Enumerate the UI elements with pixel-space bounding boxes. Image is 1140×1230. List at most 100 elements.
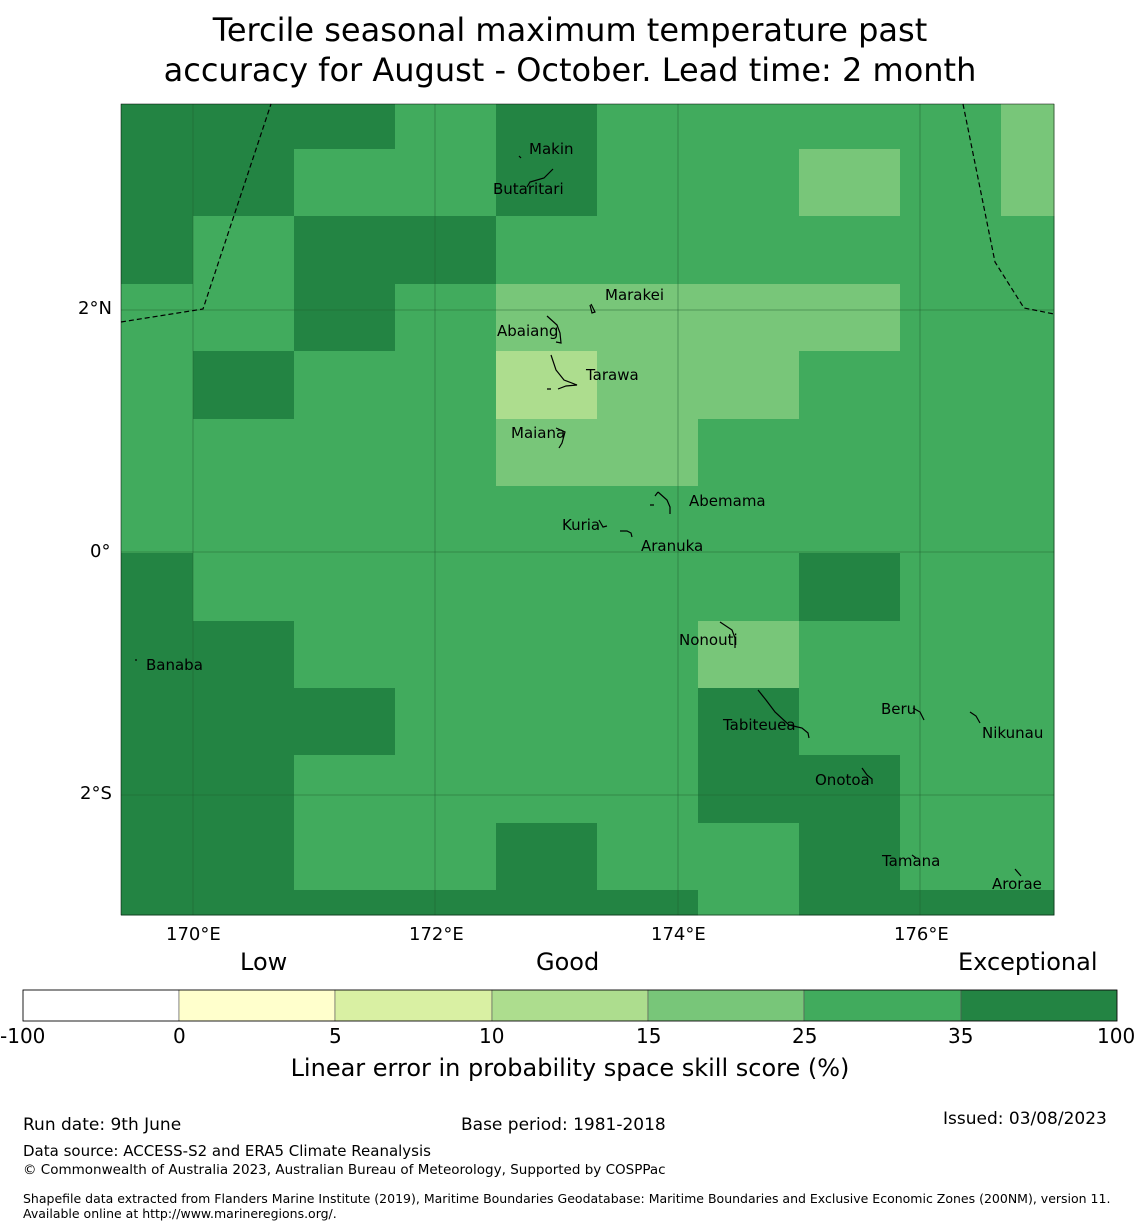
skill-cell: [294, 284, 396, 352]
skill-cell: [496, 890, 598, 916]
skill-cell: [294, 755, 396, 824]
skill-cell: [900, 688, 1002, 756]
skill-cell: [1001, 284, 1055, 352]
skill-cell: [395, 755, 497, 824]
skill-cell: [900, 755, 1002, 824]
skill-cell: [597, 216, 699, 285]
skill-cell: [698, 216, 800, 285]
skill-cell: [597, 351, 699, 420]
skill-cell: [121, 553, 194, 622]
island-outline: [620, 530, 633, 538]
skill-cell: [193, 621, 295, 689]
title-line-1: Tercile seasonal maximum temperature pas…: [212, 11, 928, 49]
skill-cell: [698, 688, 800, 756]
skill-cell: [799, 351, 901, 420]
skill-cell: [1001, 890, 1055, 916]
skill-cell: [900, 284, 1002, 352]
skill-cell: [193, 104, 295, 150]
legend-tick: 0: [173, 1024, 186, 1048]
lon-tick-174: 174°E: [651, 924, 706, 945]
title-line-2: accuracy for August - October. Lead time…: [163, 51, 977, 89]
island-outline: [555, 427, 566, 449]
skill-cell: [121, 284, 194, 352]
skill-cell: [799, 890, 901, 916]
skill-cell: [193, 688, 295, 756]
skill-cell: [121, 351, 194, 420]
legend-label: Linear error in probability space skill …: [290, 1054, 850, 1082]
skill-cell: [193, 755, 295, 824]
skill-cell: [121, 688, 194, 756]
skill-cell: [193, 284, 295, 352]
legend-tick: 5: [329, 1024, 342, 1048]
skill-cell: [698, 419, 800, 487]
skill-cell: [294, 890, 396, 916]
place-label: Maiana: [511, 424, 566, 442]
skill-cell: [597, 688, 699, 756]
legend-grade-exceptional: Exceptional: [958, 948, 1098, 976]
skill-cell: [193, 149, 295, 217]
skill-cell: [597, 621, 699, 689]
skill-cell: [900, 104, 1002, 150]
skill-cell: [294, 486, 396, 554]
island-outline: [547, 354, 578, 390]
eez-boundary-line: [962, 103, 1055, 315]
place-label: Tamana: [882, 852, 941, 870]
skill-cell: [1001, 486, 1055, 554]
skill-cell: [294, 419, 396, 487]
skill-cell: [395, 149, 497, 217]
skill-cell: [799, 486, 901, 554]
colorbar-swatch: [334, 989, 493, 1022]
place-label: Beru: [881, 700, 917, 718]
colorbar-swatch: [178, 989, 336, 1022]
skill-cell: [496, 688, 598, 756]
island-outline: [598, 519, 608, 528]
eez-boundary: [120, 103, 1055, 323]
skill-cell: [799, 621, 901, 689]
skill-cell: [395, 621, 497, 689]
skill-cell: [900, 553, 1002, 622]
skill-cell: [698, 755, 800, 824]
skill-cell: [1001, 216, 1055, 285]
skill-cell: [698, 104, 800, 150]
island-outline: [969, 711, 981, 724]
skill-cell: [597, 419, 699, 487]
skill-cell: [597, 755, 699, 824]
legend-grade-good: Good: [536, 948, 600, 976]
skill-cell: [395, 823, 497, 891]
data-source: Data source: ACCESS-S2 and ERA5 Climate …: [23, 1142, 431, 1160]
place-label: Abemama: [689, 492, 766, 510]
skill-grid: [121, 104, 1055, 916]
skill-cell: [900, 149, 1002, 217]
shapefile-credit: Shapefile data extracted from Flanders M…: [23, 1191, 1111, 1221]
island-outline: [757, 689, 810, 739]
lat-tick-0: 0°: [90, 541, 111, 562]
colorbar-swatch: [22, 989, 180, 1022]
skill-cell: [121, 419, 194, 487]
island-outline: [1014, 868, 1022, 877]
place-label: Abaiang: [497, 322, 559, 340]
legend-grade-low: Low: [240, 948, 288, 976]
skill-cell: [121, 621, 194, 689]
skill-cell: [193, 890, 295, 916]
skill-cell: [395, 553, 497, 622]
skill-cell: [799, 553, 901, 622]
colorbar: [22, 989, 1118, 1022]
skill-cell: [900, 486, 1002, 554]
skill-cell: [799, 419, 901, 487]
island-outline: [589, 303, 596, 314]
island-outline: [911, 854, 917, 859]
skill-cell: [121, 104, 194, 150]
skill-cell: [1001, 553, 1055, 622]
skill-cell: [121, 216, 194, 285]
place-label: Aranuka: [641, 537, 704, 555]
skill-cell: [900, 823, 1002, 891]
skill-cell: [597, 823, 699, 891]
lon-tick-172: 172°E: [409, 924, 464, 945]
skill-cell: [698, 284, 800, 352]
colorbar-swatch: [491, 989, 649, 1022]
base-period: Base period: 1981-2018: [461, 1115, 666, 1135]
skill-cell: [799, 149, 901, 217]
legend-tick: 15: [636, 1024, 662, 1048]
skill-cell: [496, 553, 598, 622]
